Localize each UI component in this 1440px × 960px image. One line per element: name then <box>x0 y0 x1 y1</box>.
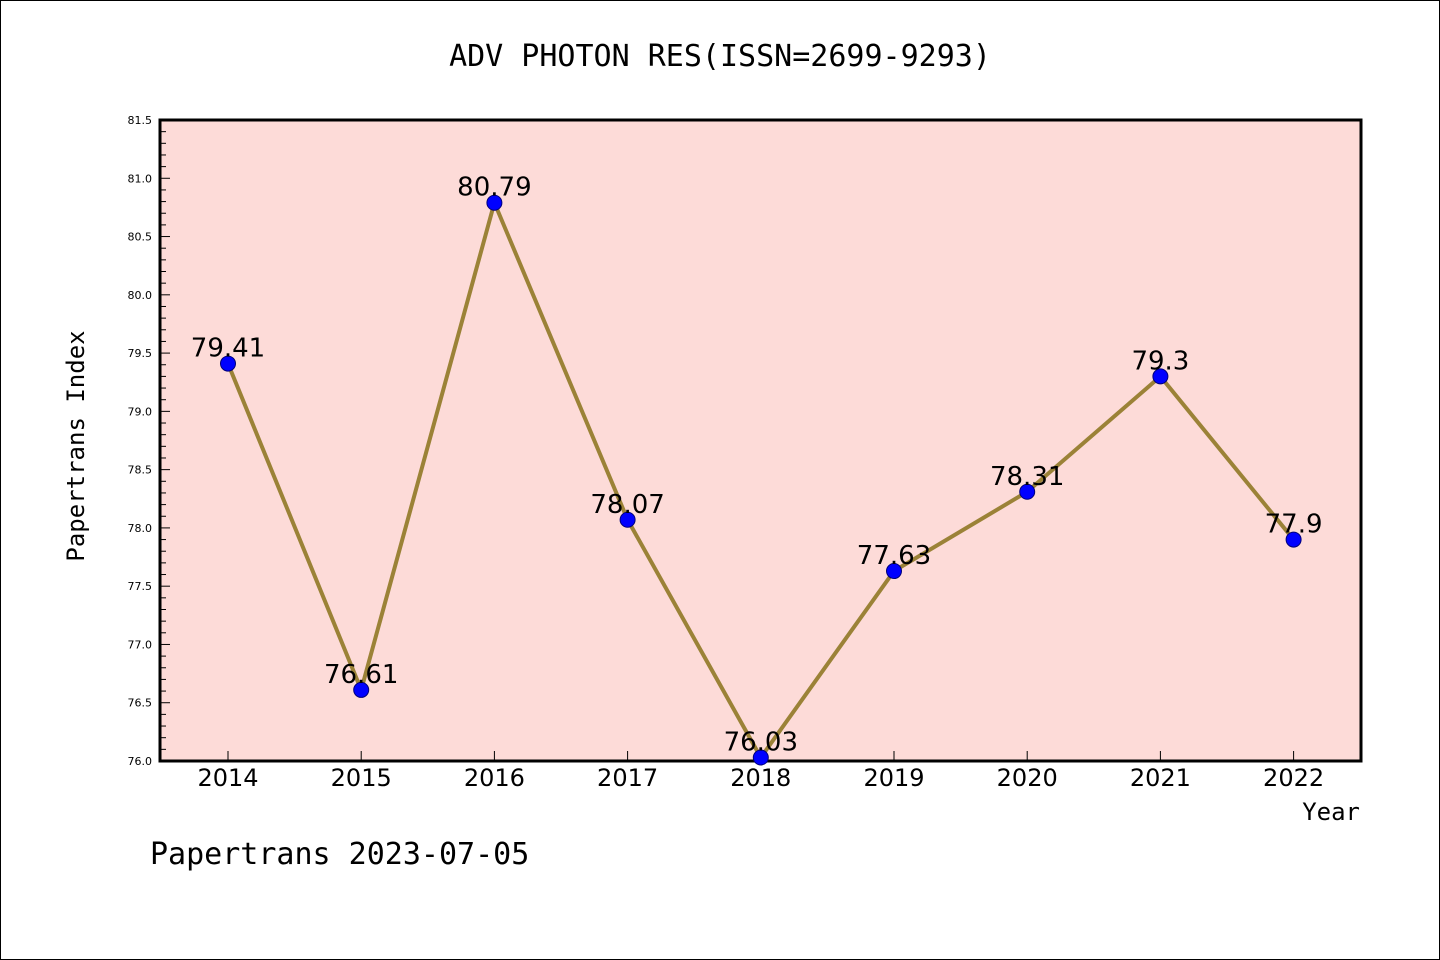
data-value-label: 79.3 <box>1131 346 1189 376</box>
data-point-marker <box>1152 368 1169 385</box>
y-tick-label: 78.5 <box>128 464 153 477</box>
data-value-label: 80.79 <box>457 173 531 203</box>
y-tick-label: 81.0 <box>128 172 153 185</box>
data-point-marker <box>752 749 769 766</box>
y-tick-label: 79.5 <box>128 347 153 360</box>
x-tick-label: 2016 <box>464 764 525 792</box>
x-tick-label: 2017 <box>597 764 658 792</box>
y-tick-label: 76.0 <box>128 755 153 768</box>
data-point-marker <box>353 681 370 698</box>
data-point-marker <box>619 511 636 528</box>
data-value-label: 76.61 <box>324 660 398 690</box>
x-tick-label: 2020 <box>997 764 1058 792</box>
data-point-marker <box>220 355 236 372</box>
x-tick-label: 2014 <box>197 764 258 792</box>
y-axis-ticks: 76.0 76.5 77.0 77.5 78.0 78.5 79.0 79.5 80.0 80.5… <box>128 114 170 768</box>
data-value-label: 76.03 <box>724 728 798 758</box>
x-tick-label: 2021 <box>1130 764 1191 792</box>
footer-date-text: Papertrans 2023-07-05 <box>150 837 529 872</box>
data-point-marker <box>1285 531 1302 548</box>
y-axis-label: Papertrans Index <box>62 330 90 561</box>
data-value-label: 78.31 <box>990 462 1064 492</box>
y-tick-label: 76.5 <box>128 697 153 710</box>
chart-title: ADV PHOTON RES(ISSN=2699-9293) <box>449 39 991 74</box>
data-point-marker <box>486 194 503 211</box>
y-tick-label: 80.5 <box>128 231 153 244</box>
data-value-label: 78.07 <box>590 490 664 520</box>
y-tick-label: 77.5 <box>128 580 153 593</box>
x-axis-label: Year <box>1302 798 1360 826</box>
y-tick-label: 78.0 <box>128 522 153 535</box>
data-value-label: 77.63 <box>857 541 931 571</box>
x-tick-label: 2018 <box>730 764 791 792</box>
data-value-label: 79.41 <box>191 334 265 364</box>
y-tick-label: 81.5 <box>128 114 153 127</box>
x-axis-ticks: 2014 2015 2016 2017 2018 2019 2020 2021 2022 <box>197 751 1324 792</box>
x-tick-label: 2015 <box>331 764 392 792</box>
data-markers <box>220 194 1302 766</box>
data-labels: 79.41 76.61 80.79 78.07 76.03 77.63 78.31 79.3 7… <box>191 173 1323 758</box>
data-point-marker <box>886 563 902 580</box>
plot-area <box>158 118 1363 763</box>
y-tick-label: 80.0 <box>128 289 153 302</box>
x-tick-label: 2019 <box>863 764 924 792</box>
data-value-label: 77.9 <box>1265 510 1323 540</box>
y-tick-label: 79.0 <box>128 405 153 418</box>
x-tick-label: 2022 <box>1263 764 1324 792</box>
data-point-marker <box>1019 483 1036 500</box>
y-tick-label: 77.0 <box>128 638 153 651</box>
